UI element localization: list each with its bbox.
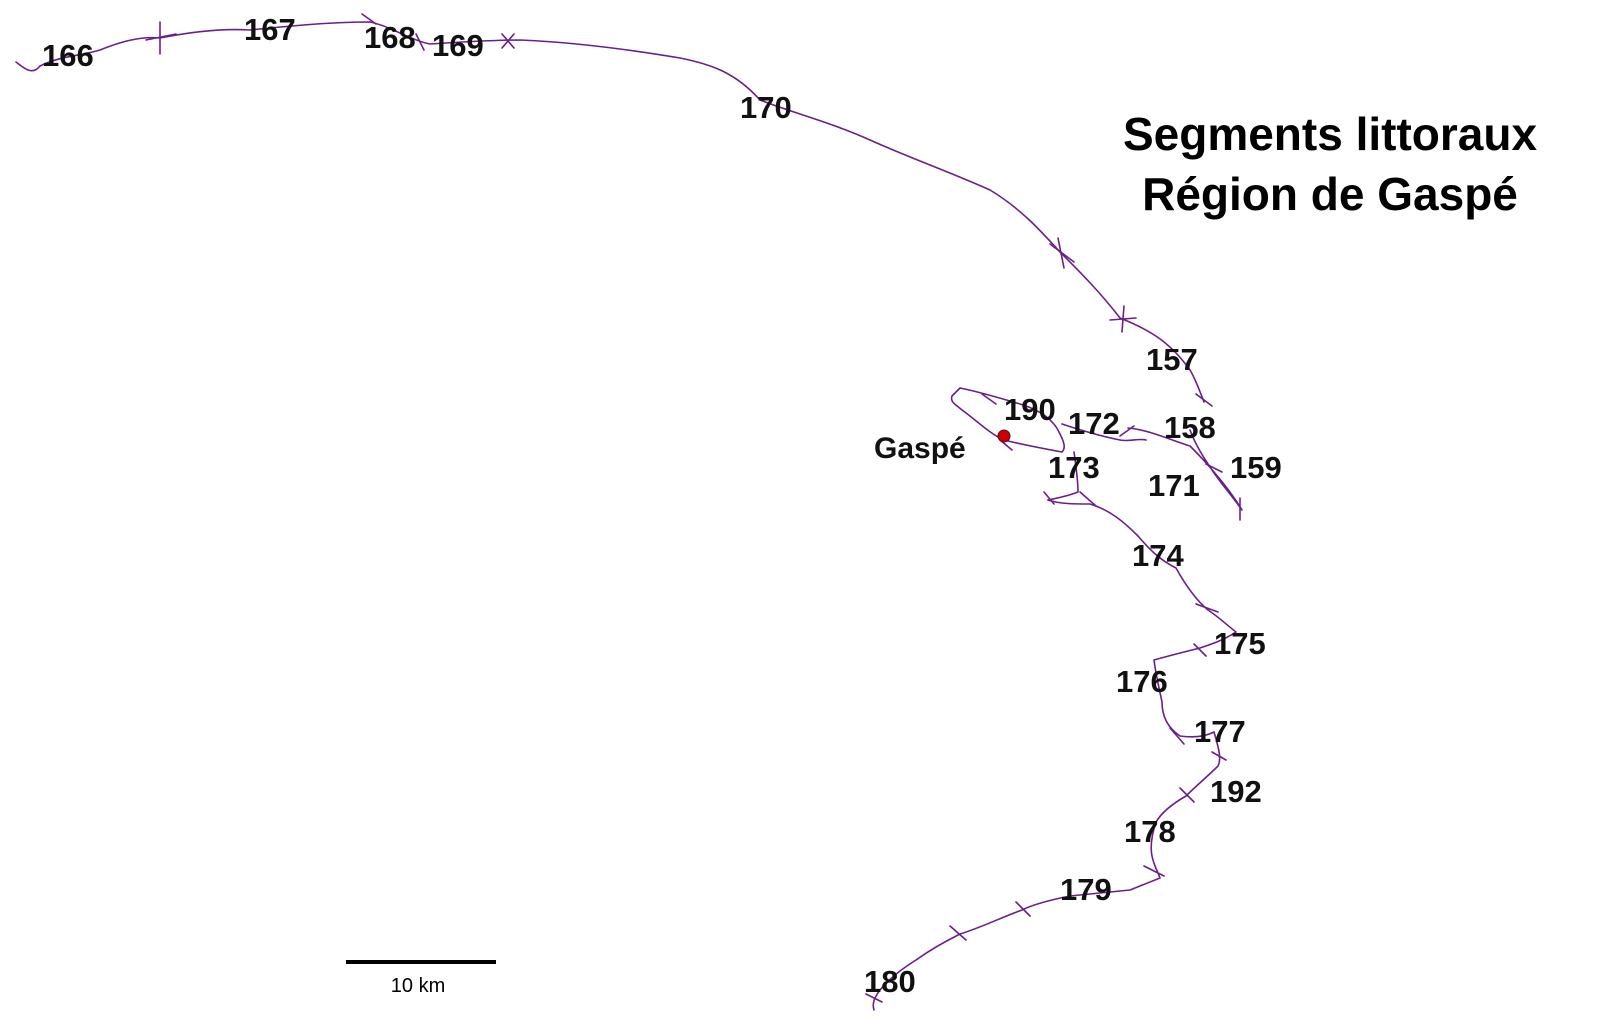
title-line-1: Segments littoraux: [1123, 108, 1538, 160]
segment-label-176: 176: [1116, 664, 1168, 699]
boundary-tick: [1119, 425, 1135, 437]
coastline: [15, 21, 1243, 1011]
boundary-tick: [501, 33, 515, 49]
segment-label-169: 169: [432, 28, 484, 63]
boundary-tick: [1169, 727, 1185, 745]
coastline-north-arc: [15, 21, 1205, 403]
segment-label-178: 178: [1124, 814, 1176, 849]
segment-label-177: 177: [1194, 714, 1246, 749]
map-title: Segments littoraux Région de Gaspé: [1123, 108, 1538, 220]
segment-label-174: 174: [1132, 538, 1184, 573]
boundary-tick: [1121, 305, 1125, 333]
scale-bar: 10 km: [346, 960, 496, 997]
segment-boundary-ticks: [145, 13, 1241, 1003]
town-label: Gaspé: [874, 432, 966, 465]
segment-label-175: 175: [1214, 626, 1266, 661]
coastline-172: [1061, 423, 1147, 442]
boundary-tick: [1057, 237, 1065, 269]
boundary-tick: [1079, 491, 1097, 507]
coastline-173: [1047, 451, 1079, 501]
segment-label-179: 179: [1060, 872, 1112, 907]
boundary-tick: [1179, 787, 1195, 803]
segment-label-171: 171: [1148, 468, 1200, 503]
segment-label-157: 157: [1146, 342, 1198, 377]
coastline-south: [872, 499, 1237, 1011]
segment-label-167: 167: [244, 12, 296, 47]
coastline-190-bay: [950, 387, 1065, 453]
boundary-tick: [1049, 243, 1075, 263]
boundary-tick: [1193, 643, 1207, 657]
boundary-tick: [415, 33, 425, 51]
segment-label-170: 170: [740, 90, 792, 125]
boundary-tick: [1195, 393, 1213, 407]
segment-label-180: 180: [864, 964, 916, 999]
segment-label-172: 172: [1068, 406, 1120, 441]
segment-label-190: 190: [1004, 392, 1056, 427]
boundary-tick: [981, 393, 997, 405]
boundary-tick: [361, 13, 377, 25]
coastline-158-159: [1127, 427, 1243, 511]
boundary-tick: [949, 925, 967, 941]
boundary-tick: [1195, 603, 1219, 613]
segment-label-166: 166: [42, 38, 94, 73]
boundary-tick: [1211, 751, 1227, 761]
boundary-tick: [1143, 865, 1165, 877]
boundary-tick: [1043, 491, 1055, 505]
town-marker: [997, 429, 1011, 443]
boundary-tick: [1015, 901, 1031, 917]
segment-label-158: 158: [1164, 410, 1216, 445]
boundary-tick: [145, 33, 177, 41]
segment-label-192: 192: [1210, 774, 1262, 809]
segment-labels: 166 167 168 169 170 157 158 159 190 172 …: [42, 12, 1282, 999]
title-line-2: Région de Gaspé: [1142, 168, 1518, 220]
segment-label-159: 159: [1230, 450, 1282, 485]
boundary-tick: [1205, 463, 1223, 473]
scale-bar-label: 10 km: [391, 975, 445, 997]
town-gaspe: Gaspé: [874, 429, 1011, 465]
boundary-tick: [865, 993, 883, 1003]
segment-label-173: 173: [1048, 450, 1100, 485]
segment-label-168: 168: [364, 20, 416, 55]
